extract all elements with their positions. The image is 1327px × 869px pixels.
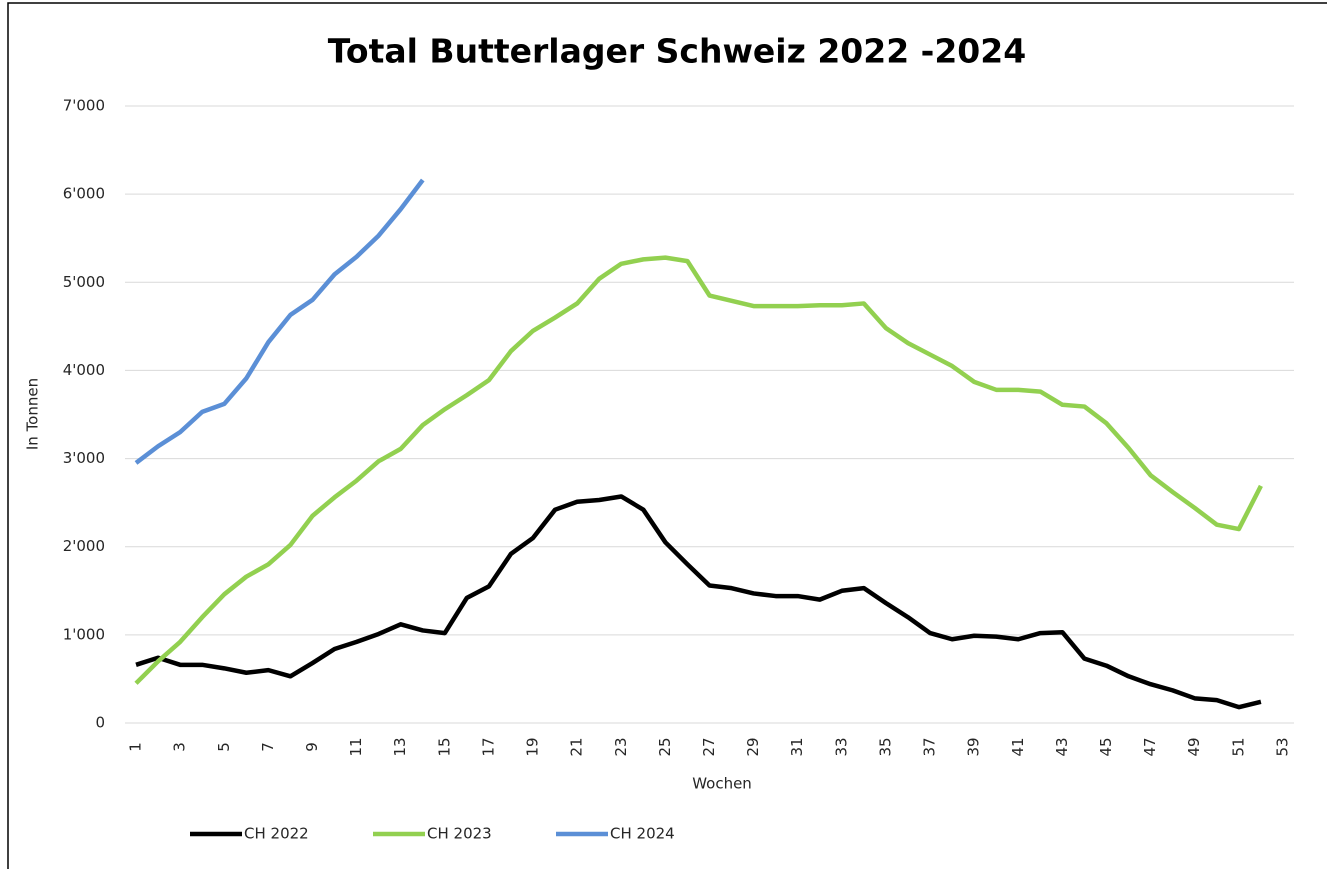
- y-tick-label: 3'000: [63, 449, 105, 467]
- y-tick-label: 6'000: [63, 185, 105, 203]
- chart-title: Total Butterlager Schweiz 2022 -2024: [328, 32, 1026, 71]
- x-tick-label: 21: [568, 737, 586, 756]
- y-tick-label: 2'000: [63, 537, 105, 555]
- x-tick-label: 41: [1009, 737, 1027, 756]
- x-tick-label: 17: [479, 737, 497, 756]
- y-tick-label: 1'000: [63, 625, 105, 643]
- x-tick-label: 5: [215, 742, 233, 752]
- x-tick-label: 19: [524, 737, 542, 756]
- series-line: [134, 255, 1263, 685]
- x-tick-label: 11: [347, 737, 365, 756]
- x-tick-label: 37: [921, 737, 939, 756]
- x-tick-label: 27: [700, 737, 718, 756]
- legend-label: CH 2022: [244, 825, 309, 843]
- x-tick-label: 29: [744, 737, 762, 756]
- x-tick-label: 53: [1273, 737, 1291, 756]
- y-tick-label: 0: [95, 714, 105, 732]
- x-tick-label: 13: [391, 737, 409, 756]
- x-tick-label: 31: [788, 737, 806, 756]
- legend-label: CH 2024: [610, 825, 675, 843]
- x-tick-label: 23: [612, 737, 630, 756]
- chart-frame: [7, 2, 1327, 869]
- y-tick-label: 7'000: [63, 97, 105, 115]
- x-tick-label: 9: [303, 742, 321, 752]
- x-tick-label: 15: [435, 737, 453, 756]
- x-tick-label: 45: [1097, 737, 1115, 756]
- y-tick-label: 4'000: [63, 361, 105, 379]
- x-tick-label: 1: [127, 742, 145, 752]
- x-axis-label: Wochen: [692, 775, 752, 793]
- x-tick-label: 7: [259, 742, 277, 752]
- y-axis-label: In Tonnen: [24, 378, 42, 450]
- x-tick-label: 49: [1185, 737, 1203, 756]
- legend-label: CH 2023: [427, 825, 492, 843]
- x-tick-label: 25: [656, 737, 674, 756]
- x-tick-label: 39: [965, 737, 983, 756]
- x-tick-label: 33: [832, 737, 850, 756]
- series-line: [134, 178, 425, 465]
- series-line: [135, 494, 1262, 710]
- x-tick-label: 47: [1141, 737, 1159, 756]
- x-tick-label: 35: [876, 737, 894, 756]
- x-tick-label: 51: [1229, 737, 1247, 756]
- y-tick-label: 5'000: [63, 273, 105, 291]
- x-tick-label: 43: [1053, 737, 1071, 756]
- x-tick-label: 3: [171, 742, 189, 752]
